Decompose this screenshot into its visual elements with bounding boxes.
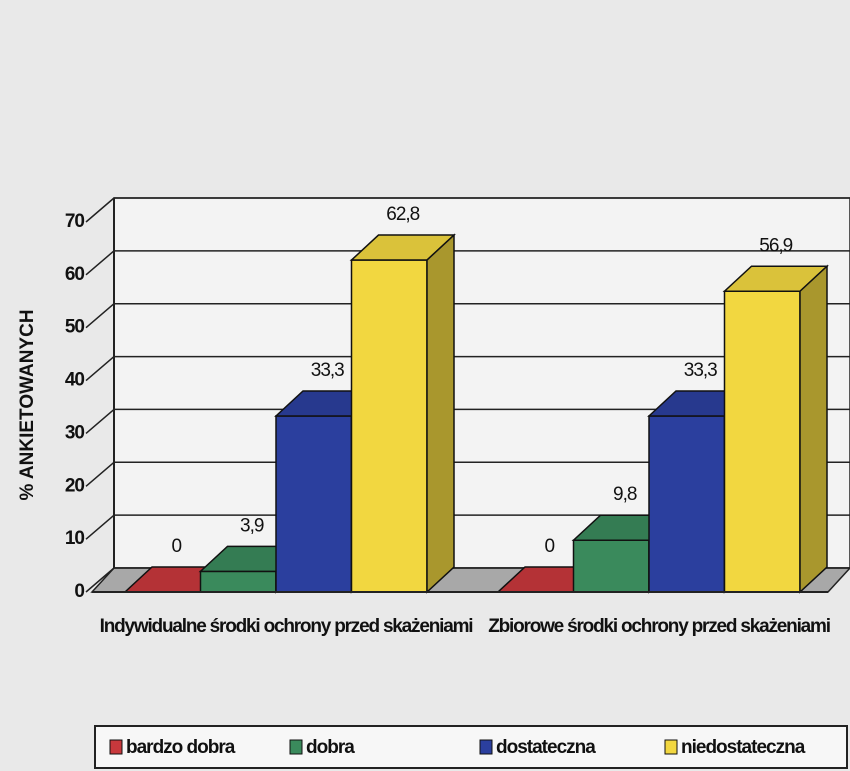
y-tick (85, 461, 115, 487)
y-tick-label: 20 (65, 475, 85, 496)
legend-label: dostateczna (496, 737, 596, 758)
y-tick (85, 356, 115, 382)
y-tick (85, 250, 115, 276)
value-label: 33,3 (684, 360, 717, 381)
bar-front (572, 539, 650, 593)
bar-front (199, 570, 277, 593)
value-label: 3,9 (240, 515, 264, 536)
y-axis-label: % ANKIETOWANYCH (17, 309, 38, 500)
value-label: 0 (544, 536, 554, 557)
y-tick-label: 60 (65, 264, 85, 285)
y-tick (85, 567, 115, 593)
legend-label: niedostateczna (681, 737, 806, 758)
bar-front (275, 415, 353, 593)
y-tick-label: 40 (65, 370, 85, 391)
y-tick (85, 514, 115, 540)
x-tick-label: Indywidualne środki ochrony przed skażen… (99, 616, 474, 637)
value-label: 33,3 (311, 360, 344, 381)
legend-swatch (664, 739, 678, 755)
bar-front (350, 259, 428, 593)
y-tick-label: 0 (74, 581, 84, 602)
bar-side (426, 233, 455, 594)
y-tick (85, 197, 115, 223)
y-tick-label: 30 (65, 422, 85, 443)
legend-label: dobra (306, 737, 355, 758)
value-label: 62,8 (386, 204, 419, 225)
bar-front (648, 415, 726, 593)
bar-front (723, 290, 801, 593)
legend-swatch (479, 739, 493, 755)
y-tick-label: 10 (65, 528, 85, 549)
y-tick-label: 70 (65, 211, 85, 232)
legend-swatch (109, 739, 123, 755)
y-tick-label: 50 (65, 317, 85, 338)
x-tick-label: Zbiorowe środki ochrony przed skażeniami (488, 616, 831, 637)
value-label: 56,9 (759, 235, 792, 256)
bar-side (799, 264, 828, 594)
legend-label: bardzo dobra (126, 737, 236, 758)
value-label: 0 (171, 536, 181, 557)
legend-swatch (289, 739, 303, 755)
legend-box (94, 725, 848, 769)
y-tick (85, 303, 115, 329)
value-label: 9,8 (613, 484, 637, 505)
y-tick (85, 408, 115, 434)
